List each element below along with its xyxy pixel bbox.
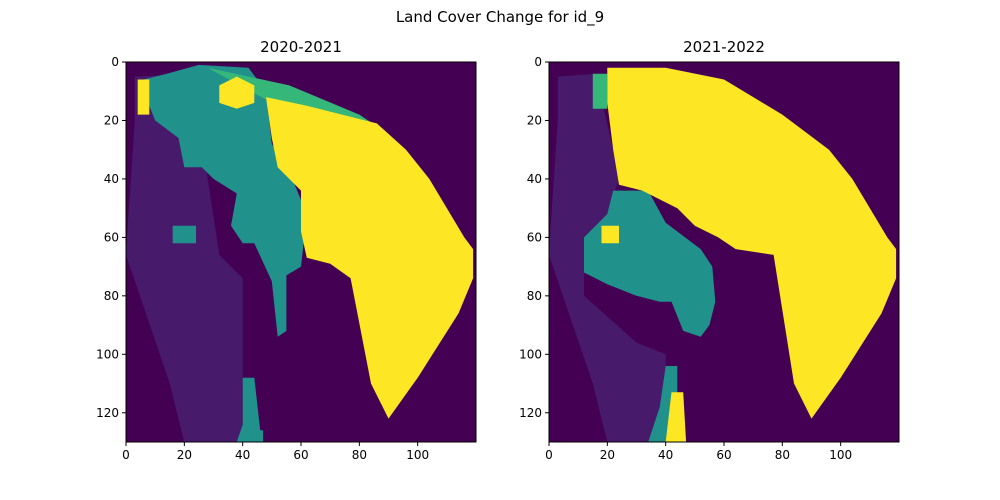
x-tick-label-p1-0: 0: [122, 448, 130, 462]
y-tick-label-p2-120: 120: [519, 406, 542, 420]
x-tick-label-p1-80: 80: [352, 448, 367, 462]
figure-title: Land Cover Change for id_9: [396, 8, 604, 27]
y-tick-label-p2-100: 100: [519, 347, 542, 361]
y-tick-label-p1-100: 100: [96, 347, 119, 361]
x-tick-label-p2-0: 0: [545, 448, 553, 462]
x-tick-label-p1-40: 40: [235, 448, 250, 462]
x-tick-label-p2-100: 100: [829, 448, 852, 462]
y-tick-label-p1-80: 80: [104, 289, 119, 303]
heatmap-region-p1-6: [266, 97, 474, 419]
x-tick-label-p1-20: 20: [177, 448, 192, 462]
heatmap-region-p2-4: [592, 73, 608, 109]
panel-2020-2021: 2020-2021 0 20 40 60 80 100 0 20 40 60 80 100 120: [96, 38, 477, 462]
y-tick-label-p2-60: 60: [527, 230, 542, 244]
x-tick-label-p2-20: 20: [600, 448, 615, 462]
heatmap-region-p2-6: [601, 225, 619, 244]
x-tick-label-p2-80: 80: [775, 448, 790, 462]
panel-title-p2: 2021-2022: [683, 38, 765, 56]
y-tick-label-p2-80: 80: [527, 289, 542, 303]
heatmap-region-p1-8: [137, 79, 150, 115]
heatmap-region-p2-5: [607, 67, 897, 419]
heatmap-region-p1-7: [219, 76, 255, 109]
heatmap-region-p2-7: [665, 392, 687, 442]
y-tick-label-p1-120: 120: [96, 406, 119, 420]
x-tick-label-p2-40: 40: [658, 448, 673, 462]
y-tick-label-p2-20: 20: [527, 113, 542, 127]
heatmap-region-p1-5: [207, 67, 377, 127]
heatmap-region-p2-1: [549, 73, 666, 442]
x-tick-label-p2-60: 60: [716, 448, 731, 462]
panel-title-p1: 2020-2021: [260, 38, 342, 56]
y-tick-label-p1-60: 60: [104, 230, 119, 244]
panel-2021-2022: 2021-2022 0 20 40 60 80 100 0 20 40 60 80 100 120: [519, 38, 900, 462]
y-tick-label-p1-40: 40: [104, 172, 119, 186]
y-tick-label-p2-0: 0: [534, 55, 542, 69]
heatmap-region-p1-2: [143, 64, 307, 337]
heatmap-region-p1-1: [126, 73, 243, 442]
y-tick-label-p2-40: 40: [527, 172, 542, 186]
y-tick-label-p1-0: 0: [111, 55, 119, 69]
y-tick-label-p1-20: 20: [104, 113, 119, 127]
heatmap-region-p1-4: [236, 377, 264, 442]
heatmap-region-p1-3: [172, 225, 196, 244]
x-tick-label-p1-100: 100: [406, 448, 429, 462]
x-tick-label-p1-60: 60: [293, 448, 308, 462]
